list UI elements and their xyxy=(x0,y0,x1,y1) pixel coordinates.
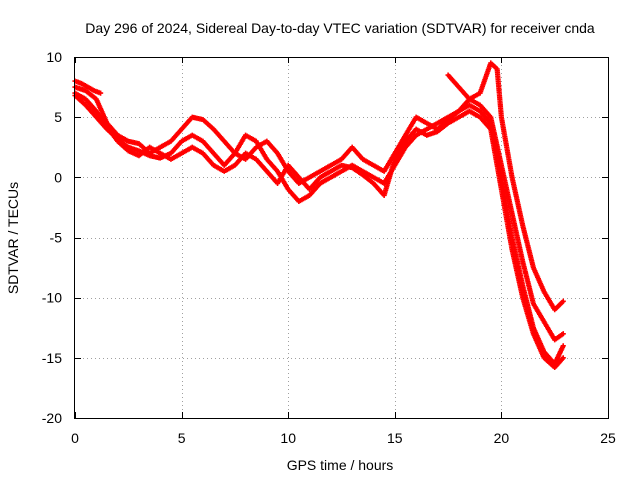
data-marks xyxy=(72,60,566,371)
axis-ticks: 0 5 10 15 20 25 -20 -15 -10 -5 0 5 10 xyxy=(42,49,616,446)
y-tick-label: -15 xyxy=(42,350,62,366)
x-tick-label: 5 xyxy=(178,430,186,446)
y-tick-label: -5 xyxy=(50,230,63,246)
y-tick-label: -10 xyxy=(42,290,62,306)
x-tick-label: 25 xyxy=(600,430,616,446)
series-track-3 xyxy=(72,90,566,371)
x-axis-title: GPS time / hours xyxy=(287,457,394,473)
data-point xyxy=(560,298,566,304)
y-tick-label: 0 xyxy=(54,169,62,185)
x-tick-label: 20 xyxy=(494,430,510,446)
data-point xyxy=(97,90,104,96)
x-tick-label: 10 xyxy=(280,430,296,446)
plot-frame xyxy=(74,57,609,419)
data-point xyxy=(560,343,566,349)
data-point xyxy=(560,331,566,337)
x-tick-label: 0 xyxy=(71,430,79,446)
chart-title: Day 296 of 2024, Sidereal Day-to-day VTE… xyxy=(85,20,595,36)
y-tick-label: 5 xyxy=(54,109,62,125)
y-axis-title: SDTVAR / TECUs xyxy=(5,182,21,294)
x-tick-label: 15 xyxy=(387,430,403,446)
y-tick-label: 10 xyxy=(46,49,62,65)
data-point xyxy=(560,355,566,361)
series-track-4 xyxy=(72,60,566,313)
y-tick-label: -20 xyxy=(42,410,62,426)
